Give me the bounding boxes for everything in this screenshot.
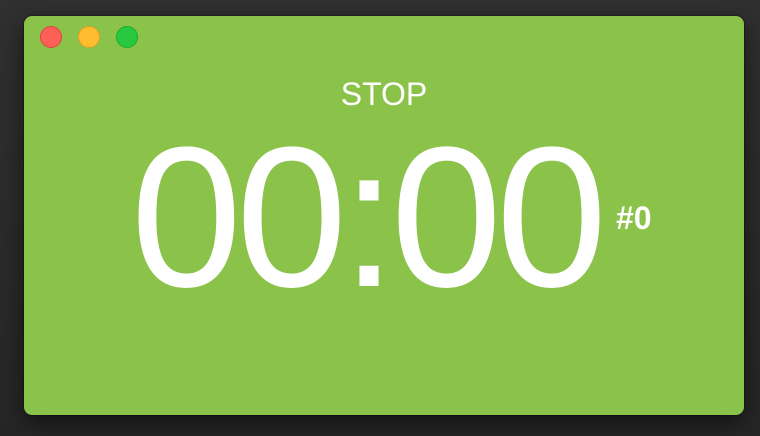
close-window-button[interactable] [40, 26, 62, 48]
lap-counter: #0 [616, 200, 652, 236]
window-controls [40, 26, 138, 48]
timer-display: 00:00 #0 [24, 106, 744, 329]
timer-window: STOP 00:00 #0 [24, 16, 744, 415]
zoom-window-button[interactable] [116, 26, 138, 48]
minimize-window-button[interactable] [78, 26, 100, 48]
timer-time: 00:00 [130, 106, 608, 329]
timer-state-label[interactable]: STOP [340, 76, 428, 112]
